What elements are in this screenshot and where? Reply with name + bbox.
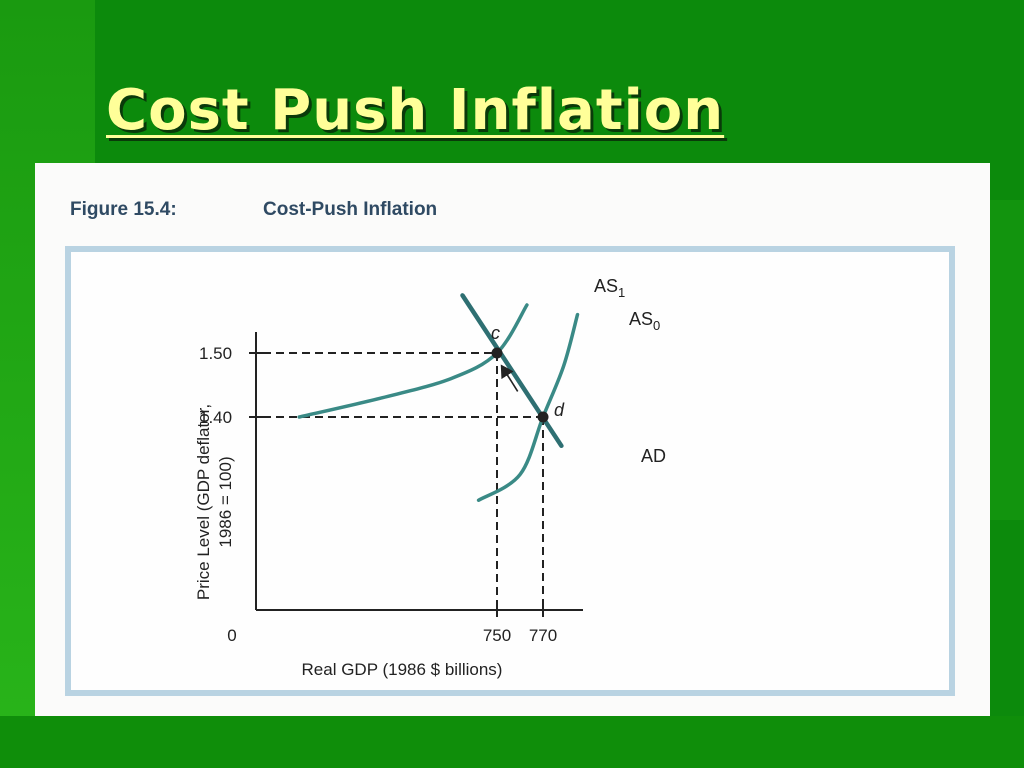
background-footer xyxy=(0,716,1024,768)
background-block xyxy=(990,200,1024,520)
slide-title: Cost Push Inflation xyxy=(106,78,725,143)
curve-label-ad: AD xyxy=(641,446,666,466)
curve-label-as0: AS0 xyxy=(629,309,660,333)
shift-arrow xyxy=(500,364,519,392)
equilibrium-point-d xyxy=(537,411,549,423)
y-axis-label-line: 1986 = 100) xyxy=(216,456,235,547)
curve-label-as1: AS1 xyxy=(594,276,625,300)
figure-panel: Figure 15.4: Cost-Push Inflation 1.50 1.40… xyxy=(35,163,990,716)
cost-push-chart: 1.50 1.40 0 750 770 Real GDP (1986 $ billions… xyxy=(194,276,666,679)
x-tick-label: 750 xyxy=(483,626,511,645)
equilibrium-label-c: c xyxy=(491,323,500,343)
as1-curve xyxy=(297,303,529,419)
x-tick-label: 770 xyxy=(529,626,557,645)
y-axis-label-line: Price Level (GDP deflator, xyxy=(194,404,213,600)
y-tick-label: 1.40 xyxy=(199,408,232,427)
figure-frame: 1.50 1.40 0 750 770 Real GDP (1986 $ billions… xyxy=(65,246,955,696)
y-tick-label: 1.50 xyxy=(199,344,232,363)
equilibrium-point-c xyxy=(491,347,503,359)
ad-curve xyxy=(460,293,564,449)
figure-caption: Figure 15.4: Cost-Push Inflation xyxy=(70,199,437,221)
equilibrium-label-d: d xyxy=(554,400,565,420)
figure-title: Cost-Push Inflation xyxy=(263,199,438,220)
y-axis-label: Price Level (GDP deflator, 1986 = 100) xyxy=(194,404,235,600)
x-tick-label: 0 xyxy=(227,626,236,645)
figure-number: Figure 15.4: xyxy=(70,199,177,220)
x-axis-label: Real GDP (1986 $ billions) xyxy=(302,660,503,679)
